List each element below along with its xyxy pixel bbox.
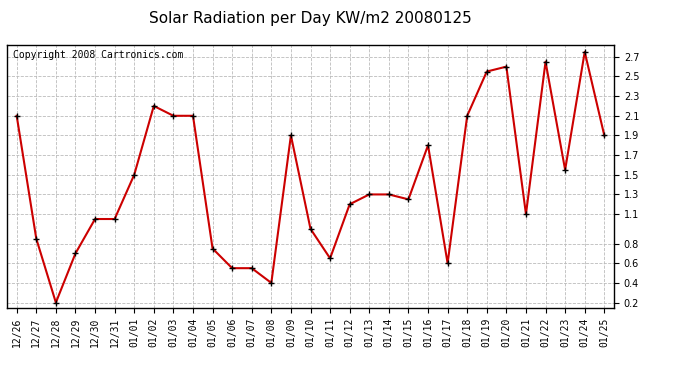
Text: Copyright 2008 Cartronics.com: Copyright 2008 Cartronics.com: [13, 50, 184, 60]
Text: Solar Radiation per Day KW/m2 20080125: Solar Radiation per Day KW/m2 20080125: [149, 11, 472, 26]
